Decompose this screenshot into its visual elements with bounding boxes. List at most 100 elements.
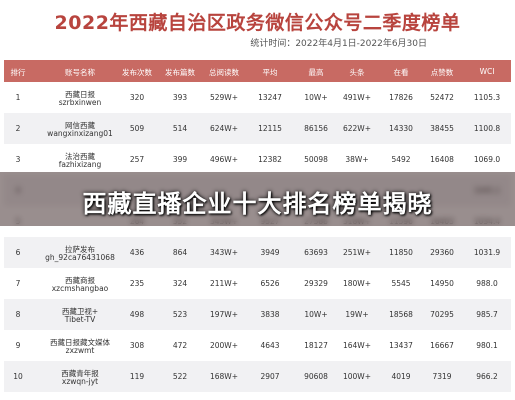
table-cell: 320 [129,93,145,102]
table-cell: 393 [172,93,188,102]
table-cell: 1069.0 [473,155,501,164]
table-cell: 63693 [304,248,328,257]
subtitle: 统计时间：2022年4月1日-2022年6月30日 [250,39,427,49]
table-cell: 17826 [389,93,413,102]
table-cell: 19W+ [345,310,369,319]
table-cell: 235 [129,279,145,288]
table-cell: 29329 [304,279,328,288]
column-header: 平均 [262,68,278,77]
account-name: 拉萨发布 [65,245,95,254]
table-cell: 10W+ [304,93,328,102]
table-row [4,144,511,175]
table-cell: 2907 [260,372,280,381]
column-header: 总阅读数 [209,68,239,77]
column-header: 最高 [308,68,324,77]
table-row [4,113,511,144]
account-name: 法治西藏 [65,152,95,161]
account-id: xzcmshangbao [51,284,109,293]
table-cell: 29360 [430,248,454,257]
table-cell: 18568 [389,310,413,319]
table-cell: 5545 [391,279,411,288]
table-cell: 1100.8 [473,124,501,133]
table-cell: 12115 [258,124,282,133]
table-cell: 399 [172,155,188,164]
table-cell: 7319 [432,372,452,381]
table-cell: 38W+ [345,155,369,164]
account-id: zxzwmt [65,346,95,355]
table-cell: 38455 [430,124,454,133]
table-cell: 4643 [260,341,280,350]
table-cell: 14330 [389,124,413,133]
table-cell: 200W+ [209,341,239,350]
table-cell: 988.0 [476,279,498,288]
table-cell: 343W+ [209,248,239,257]
table-cell: 522 [172,372,188,381]
account-id: fazhixizang [58,160,102,169]
column-header: 发布次数 [122,68,152,77]
table-cell: 985.7 [476,310,498,319]
column-header: 在看 [393,68,409,77]
table-cell: 16408 [430,155,454,164]
table-cell: 308 [129,341,145,350]
column-header: 账号名称 [65,68,95,77]
table-cell: 324 [172,279,188,288]
table-cell: 523 [172,310,188,319]
column-header: 点赞数 [430,68,454,77]
banner [0,172,515,226]
table-row [4,268,511,299]
account-name: 西藏日报 [65,90,95,99]
account-name: 网信西藏 [65,121,95,130]
table-cell: 50098 [304,155,328,164]
column-header: WCI [479,67,495,76]
table-cell: 529W+ [209,93,239,102]
account-id: Tibet-TV [64,315,96,324]
table-cell: 496W+ [209,155,239,164]
account-id: wangxinxizang01 [47,129,113,138]
table-cell: 491W+ [342,93,372,102]
account-name: 西藏商报 [65,276,95,285]
table-cell: 100W+ [342,372,372,381]
account-id: szrbxinwen [58,98,102,107]
table-cell: 4019 [391,372,411,381]
column-header: 排行 [10,68,26,77]
table-cell: 3949 [260,248,280,257]
table-cell: 472 [172,341,188,350]
table-cell: 18127 [304,341,328,350]
table-cell: 13437 [389,341,413,350]
table-cell: 13247 [258,93,282,102]
table-cell: 5492 [391,155,411,164]
table-cell: 10 [13,372,23,381]
table-cell: 10W+ [304,310,328,319]
account-name: 西藏日报藏文媒体 [50,338,110,347]
account-name: 西藏青年报 [61,369,99,378]
banner-text: 西藏直播企业十大排名榜单揭晓 [82,190,433,218]
table-cell: 1 [15,93,21,102]
table-cell: 52472 [430,93,454,102]
table-cell: 119 [129,372,145,381]
table-row [4,299,511,330]
table-row [4,237,511,268]
table-cell: 624W+ [209,124,239,133]
table-cell: 6 [15,248,21,257]
table-cell: 966.2 [476,372,498,381]
table-cell: 86156 [304,124,328,133]
table-cell: 168W+ [209,372,239,381]
table-cell: 211W+ [209,279,239,288]
table-cell: 12382 [258,155,282,164]
table-row [4,361,511,392]
table-cell: 251W+ [342,248,372,257]
table-cell: 257 [129,155,145,164]
account-id: xzwqn-jyt [61,377,99,386]
table-cell: 90608 [304,372,328,381]
column-header: 发布篇数 [165,68,195,77]
table-cell: 8 [15,310,21,319]
table-cell: 9 [15,341,21,350]
table-cell: 864 [172,248,188,257]
table-cell: 14950 [430,279,454,288]
title: 2022年西藏自治区政务微信公众号二季度榜单 [54,12,461,34]
table-cell: 498 [129,310,145,319]
table-cell: 6526 [260,279,280,288]
table-cell: 197W+ [209,310,239,319]
column-header: 头条 [349,68,365,77]
table-cell: 16667 [430,341,454,350]
